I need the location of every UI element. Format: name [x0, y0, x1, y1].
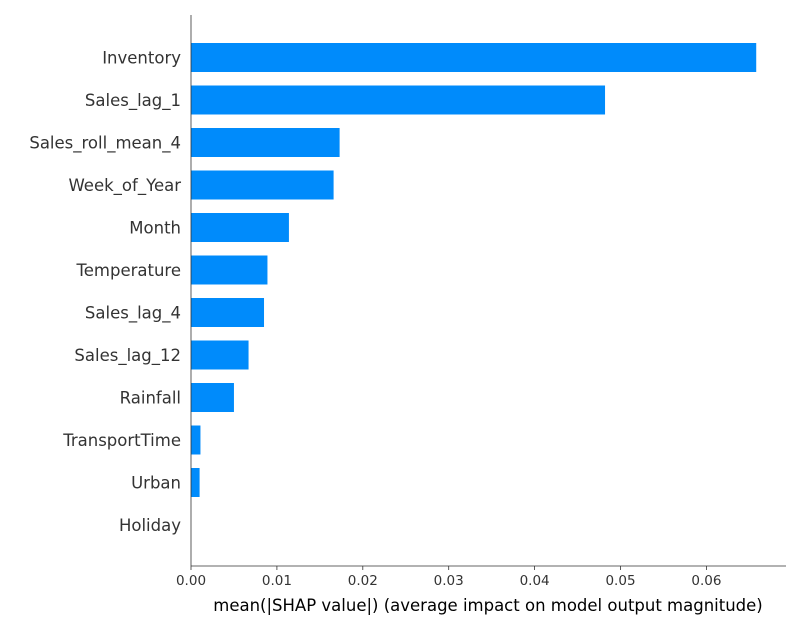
- x-tick-label: 0.00: [176, 573, 206, 589]
- bar-week-of-year: [191, 170, 334, 200]
- category-label-sales-lag-4: Sales_lag_4: [85, 304, 181, 324]
- bars-group: [191, 43, 757, 497]
- bar-inventory: [191, 43, 757, 72]
- bar-sales-lag-1: [191, 85, 606, 115]
- x-tick-label: 0.02: [348, 573, 378, 589]
- category-label-temperature: Temperature: [75, 261, 181, 280]
- bar-month: [191, 213, 289, 242]
- category-label-holiday: Holiday: [119, 516, 181, 535]
- bar-temperature: [191, 255, 268, 285]
- bar-sales-lag-4: [191, 298, 265, 327]
- x-tick-label: 0.04: [520, 573, 550, 589]
- category-label-inventory: Inventory: [102, 49, 181, 68]
- bar-transporttime: [191, 425, 201, 455]
- x-tick-label: 0.06: [691, 573, 721, 589]
- y-axis-labels: Inventory Sales_lag_1 Sales_roll_mean_4 Wee…: [29, 49, 181, 536]
- category-label-sales-lag-1: Sales_lag_1: [85, 91, 181, 111]
- category-label-transporttime: TransportTime: [62, 431, 181, 450]
- category-label-sales-lag-12: Sales_lag_12: [74, 346, 181, 366]
- category-label-rainfall: Rainfall: [120, 389, 181, 408]
- category-label-month: Month: [129, 219, 181, 238]
- category-label-urban: Urban: [131, 474, 181, 493]
- x-tick-label: 0.01: [262, 573, 292, 589]
- category-label-sales-roll-mean-4: Sales_roll_mean_4: [29, 134, 181, 154]
- category-label-week-of-year: Week_of_Year: [68, 176, 181, 196]
- bar-sales-roll-mean-4: [191, 128, 340, 157]
- bar-urban: [191, 468, 200, 497]
- x-axis-ticks: 0.00 0.01 0.02 0.03 0.04 0.05 0.06: [176, 566, 721, 589]
- bar-sales-lag-12: [191, 340, 249, 370]
- x-tick-label: 0.05: [605, 573, 635, 589]
- x-axis-label: mean(|SHAP value|) (average impact on mo…: [213, 596, 763, 615]
- bar-rainfall: [191, 383, 234, 412]
- x-tick-label: 0.03: [434, 573, 464, 589]
